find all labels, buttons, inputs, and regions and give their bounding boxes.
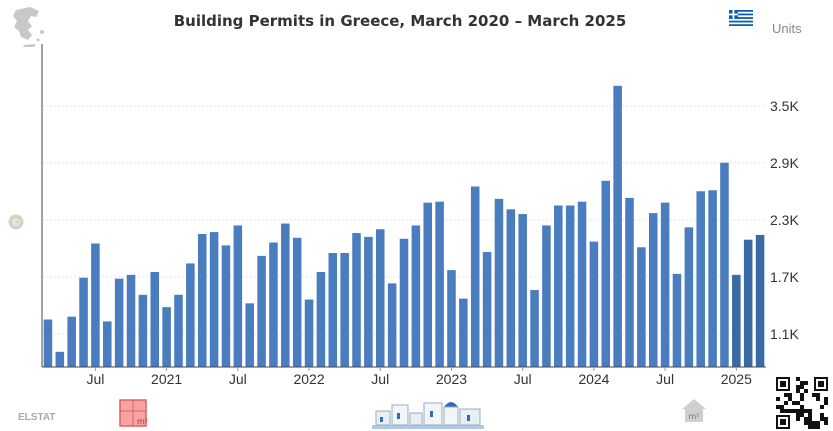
bar — [364, 236, 373, 367]
bar — [696, 191, 705, 367]
bar — [494, 198, 504, 367]
bar — [459, 298, 468, 367]
bar — [126, 274, 136, 367]
bar — [732, 274, 741, 367]
chart-title: Building Permits in Greece, March 2020 –… — [173, 12, 627, 30]
bar — [91, 243, 100, 367]
bar — [352, 233, 361, 367]
bar — [197, 234, 207, 367]
bar — [150, 272, 160, 367]
bar — [601, 180, 611, 367]
copyright-icon: © — [8, 214, 24, 230]
square-meter-icon: m² — [119, 399, 148, 427]
bar — [411, 225, 421, 367]
bar — [245, 303, 254, 367]
bar — [103, 321, 112, 367]
greece-flag-icon — [729, 10, 753, 26]
y-axis-unit-label: Units — [772, 21, 802, 36]
bar — [269, 242, 278, 367]
bar — [435, 201, 444, 367]
bar — [565, 205, 575, 367]
svg-text:©: © — [11, 218, 21, 229]
bar — [506, 209, 516, 367]
bar — [648, 213, 658, 367]
x-tick-label: Jul — [229, 371, 247, 387]
bar — [625, 197, 634, 367]
bar — [743, 239, 753, 367]
bar — [233, 225, 243, 367]
bar — [79, 277, 88, 367]
x-tick-label: 2023 — [436, 371, 467, 387]
bar — [637, 247, 646, 367]
bar — [328, 253, 338, 367]
bar — [684, 227, 694, 367]
bar — [399, 238, 409, 367]
y-tick-label: 2.9K — [770, 155, 799, 171]
bar — [387, 283, 397, 367]
bar — [660, 202, 670, 367]
bar — [257, 255, 266, 367]
bar — [577, 201, 587, 367]
bar — [530, 290, 539, 367]
house-m2-icon: m² — [682, 399, 706, 422]
bar — [340, 253, 349, 367]
bar — [589, 241, 599, 367]
bar — [114, 278, 124, 367]
bar — [55, 351, 65, 367]
x-tick-label: 2022 — [293, 371, 324, 387]
bar — [209, 232, 219, 367]
x-tick-label: Jul — [86, 371, 104, 387]
bar — [186, 263, 195, 367]
x-tick-label: 2025 — [721, 371, 752, 387]
svg-text:m²: m² — [689, 412, 700, 421]
bar — [482, 252, 492, 367]
y-tick-label: 1.1K — [770, 326, 799, 342]
bar — [542, 225, 551, 367]
bar — [554, 205, 563, 367]
bar — [43, 319, 53, 367]
x-tick-label: Jul — [656, 371, 674, 387]
bar — [755, 234, 765, 367]
y-tick-label: 1.7K — [770, 269, 799, 285]
bar — [708, 190, 717, 367]
bar — [316, 272, 326, 367]
x-tick-label: Jul — [514, 371, 532, 387]
bar — [138, 294, 148, 367]
bar — [672, 273, 682, 367]
bar — [470, 186, 480, 367]
x-tick-label: 2021 — [151, 371, 182, 387]
x-tick-label: Jul — [371, 371, 389, 387]
bar — [162, 307, 171, 367]
bar — [518, 214, 527, 367]
bar — [281, 223, 290, 367]
bar — [174, 294, 183, 367]
x-tick-label: 2024 — [578, 371, 609, 387]
bar — [720, 162, 729, 367]
qr-code-icon — [776, 377, 828, 429]
bar — [221, 245, 231, 367]
y-tick-label: 2.3K — [770, 212, 799, 228]
bar — [375, 229, 385, 367]
bar — [292, 237, 302, 367]
bar — [304, 299, 314, 367]
santorini-houses-icon — [372, 402, 484, 429]
greece-map-icon — [13, 7, 44, 47]
bar — [423, 202, 433, 367]
bar — [67, 316, 76, 367]
svg-text:m²: m² — [137, 417, 148, 426]
source-label: ELSTAT — [18, 412, 56, 423]
bar — [447, 270, 456, 367]
y-tick-label: 3.5K — [770, 98, 799, 114]
bar — [613, 85, 622, 368]
